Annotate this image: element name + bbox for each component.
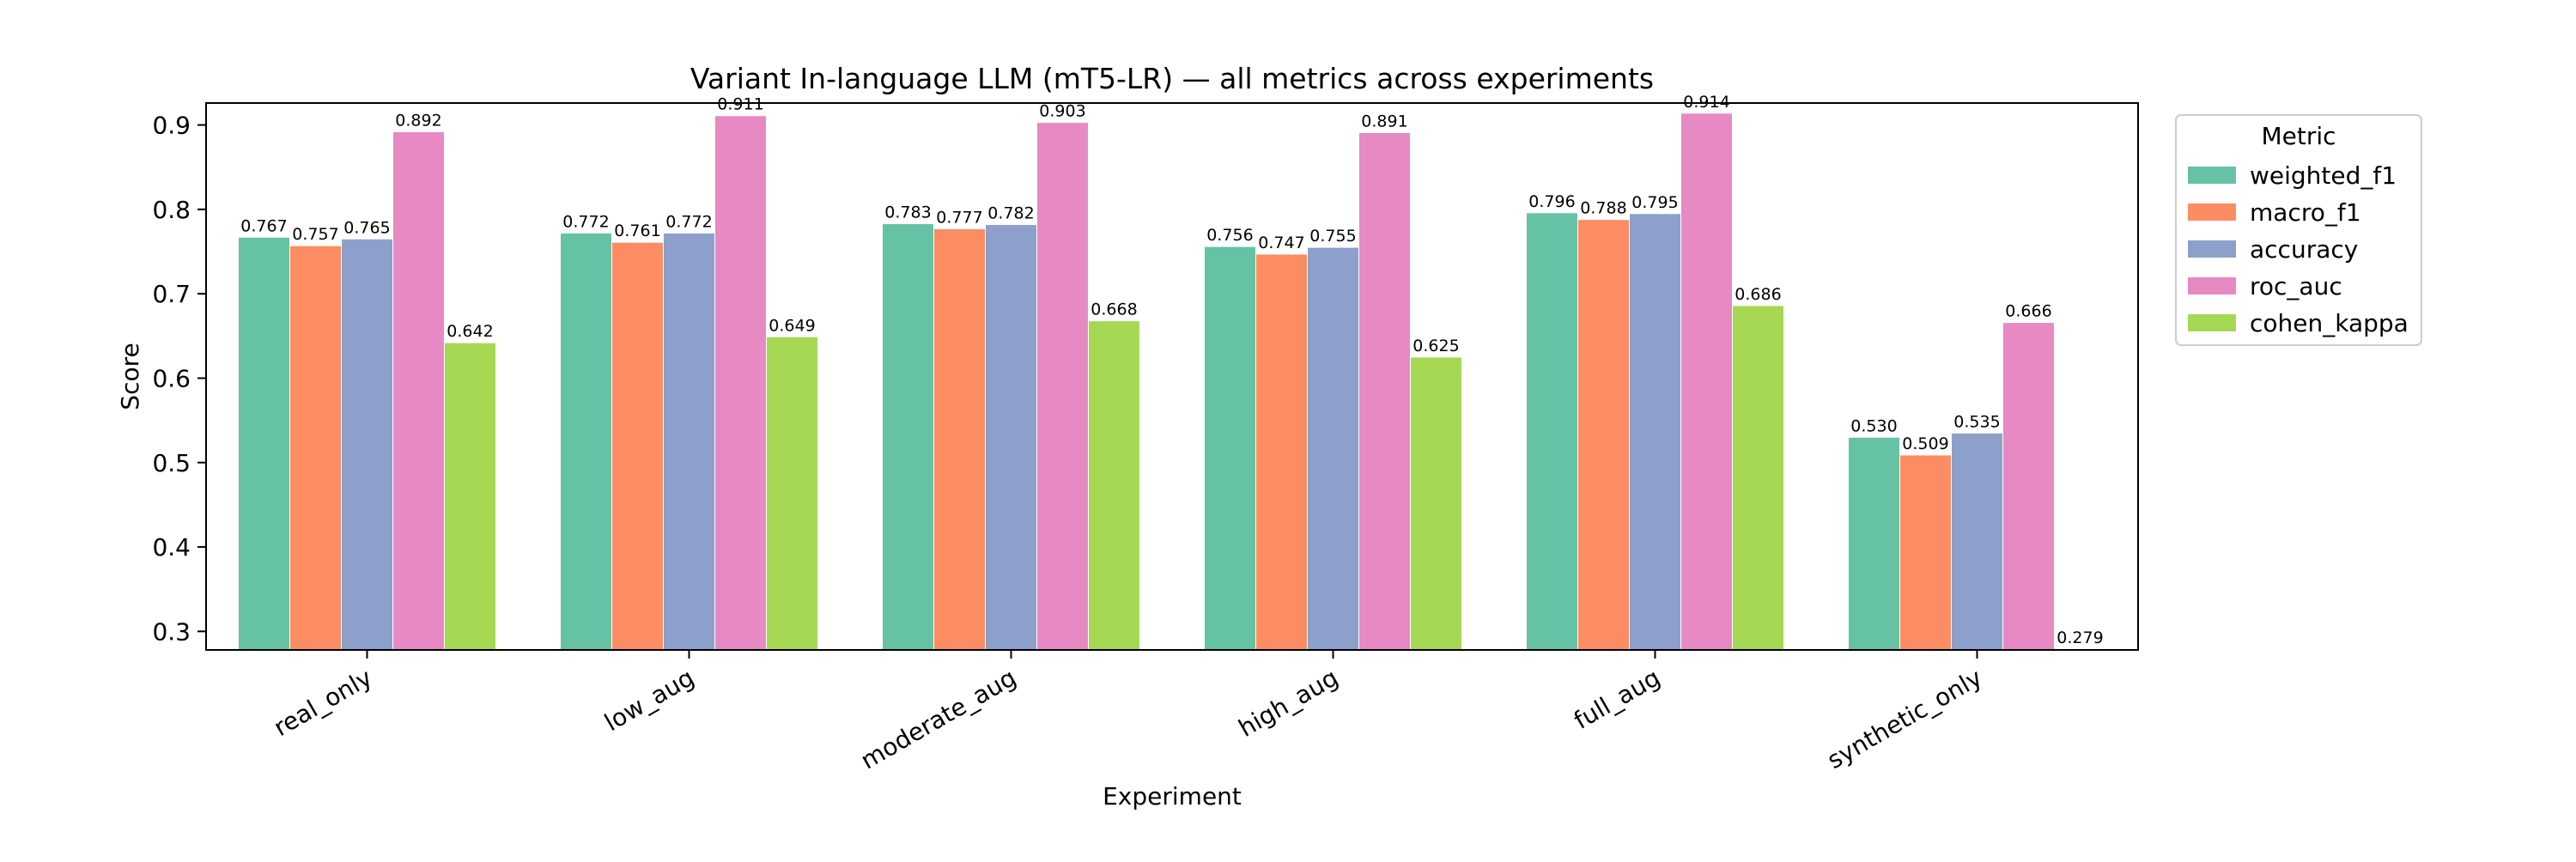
bar-value-label: 0.796: [1528, 192, 1575, 211]
bar-value-label: 0.782: [987, 204, 1034, 223]
bar-cohen_kappa-full_aug: [1732, 305, 1784, 651]
y-axis: 0.3 0.4 0.5 0.6 0.7 0.8 0.9: [152, 112, 206, 646]
x-tick-label: low_aug: [599, 663, 699, 737]
bar-value-label: 0.755: [1309, 227, 1356, 246]
legend-swatch-cohen_kappa: [2188, 314, 2236, 331]
bar-value-label: 0.625: [1413, 337, 1459, 355]
bar-macro_f1-synthetic_only: [1899, 454, 1952, 651]
bar-cohen_kappa-high_aug: [1410, 356, 1462, 651]
bars-group: [238, 112, 2106, 651]
y-tick-label: 0.7: [152, 280, 191, 308]
bar-value-label: 0.756: [1206, 226, 1253, 245]
bar-value-label: 0.772: [665, 212, 712, 231]
bar-value-label: 0.914: [1683, 93, 1729, 112]
bar-value-label: 0.509: [1902, 434, 1948, 453]
legend-swatch-weighted_f1: [2188, 167, 2236, 184]
bar-cohen_kappa-moderate_aug: [1088, 320, 1140, 651]
bar-accuracy-real_only: [341, 238, 393, 651]
bar-weighted_f1-moderate_aug: [882, 223, 934, 651]
bar-roc_auc-real_only: [392, 131, 445, 651]
bar-value-label: 0.535: [1953, 412, 2000, 431]
value-labels-group: 0.767 0.757 0.765 0.892 0.642 0.772 0.761 0.772…: [240, 93, 2103, 647]
bar-value-label: 0.795: [1631, 193, 1678, 212]
y-tick-label: 0.8: [152, 196, 191, 224]
x-axis-label: Experiment: [1103, 782, 1242, 810]
chart-title: Variant In-language LLM (mT5-LR) — all m…: [690, 62, 1654, 95]
legend-label-macro_f1: macro_f1: [2250, 198, 2361, 227]
bar-weighted_f1-real_only: [238, 236, 290, 651]
bar-roc_auc-high_aug: [1358, 131, 1411, 651]
legend-swatch-accuracy: [2188, 240, 2236, 258]
bar-value-label: 0.649: [769, 316, 815, 335]
x-tick-label: high_aug: [1234, 663, 1343, 742]
bar-value-label: 0.279: [2057, 628, 2103, 647]
bar-weighted_f1-synthetic_only: [1848, 436, 1900, 651]
bar-macro_f1-high_aug: [1255, 253, 1308, 651]
bar-roc_auc-low_aug: [714, 115, 767, 651]
x-tick-label: synthetic_only: [1822, 663, 1987, 774]
legend-label-accuracy: accuracy: [2250, 235, 2358, 264]
bar-roc_auc-moderate_aug: [1036, 122, 1089, 651]
bar-value-label: 0.686: [1735, 285, 1781, 304]
bar-value-label: 0.892: [395, 111, 441, 130]
bar-macro_f1-full_aug: [1577, 219, 1630, 651]
bar-value-label: 0.777: [936, 208, 982, 227]
legend-label-roc_auc: roc_auc: [2250, 272, 2342, 300]
bar-value-label: 0.668: [1091, 300, 1137, 319]
y-tick-label: 0.9: [152, 112, 191, 140]
bar-value-label: 0.642: [447, 322, 493, 341]
y-axis-label: Score: [116, 343, 144, 410]
bar-value-label: 0.783: [884, 203, 931, 222]
legend-title: Metric: [2261, 122, 2336, 150]
bar-macro_f1-low_aug: [611, 241, 664, 651]
bar-roc_auc-synthetic_only: [2002, 322, 2055, 651]
bar-value-label: 0.891: [1361, 112, 1407, 131]
legend-frame: [2175, 114, 2422, 346]
plot-frame: [205, 102, 2139, 651]
legend-swatch-roc_auc: [2188, 277, 2236, 294]
legend-label-weighted_f1: weighted_f1: [2250, 161, 2397, 190]
bar-weighted_f1-low_aug: [560, 232, 612, 651]
y-tick-label: 0.5: [152, 449, 191, 477]
bar-value-label: 0.530: [1850, 416, 1897, 435]
bar-macro_f1-moderate_aug: [933, 228, 986, 651]
bar-value-label: 0.666: [2005, 302, 2051, 321]
bar-accuracy-high_aug: [1307, 246, 1359, 651]
bar-cohen_kappa-real_only: [444, 342, 496, 651]
bar-value-label: 0.903: [1039, 102, 1085, 121]
bar-weighted_f1-high_aug: [1204, 246, 1256, 651]
x-axis: real_only low_aug moderate_aug high_aug full…: [269, 650, 1987, 775]
bar-macro_f1-real_only: [289, 245, 342, 651]
bar-accuracy-moderate_aug: [985, 224, 1037, 651]
bar-value-label: 0.765: [343, 218, 390, 237]
bar-weighted_f1-full_aug: [1526, 212, 1578, 651]
bar-value-label: 0.911: [717, 95, 763, 114]
y-tick-label: 0.6: [152, 364, 191, 392]
bar-value-label: 0.757: [292, 225, 338, 244]
y-tick-label: 0.3: [152, 617, 191, 646]
bar-accuracy-low_aug: [663, 232, 715, 651]
x-tick-label: real_only: [269, 663, 377, 742]
legend-label-cohen_kappa: cohen_kappa: [2250, 309, 2409, 337]
bar-accuracy-full_aug: [1629, 213, 1681, 651]
x-tick-label: full_aug: [1569, 663, 1665, 735]
bar-value-label: 0.788: [1580, 199, 1626, 218]
bar-cohen_kappa-low_aug: [766, 336, 818, 651]
legend: Metric weighted_f1 macro_f1 accuracy roc_au…: [2175, 114, 2422, 346]
bar-roc_auc-full_aug: [1680, 112, 1733, 651]
bar-accuracy-synthetic_only: [1951, 432, 2003, 651]
legend-swatch-macro_f1: [2188, 203, 2236, 221]
bar-value-label: 0.772: [562, 212, 609, 231]
bar-value-label: 0.767: [240, 216, 287, 235]
x-tick-label: moderate_aug: [856, 663, 1021, 774]
bar-value-label: 0.761: [614, 222, 660, 240]
y-tick-label: 0.4: [152, 533, 191, 562]
bar-value-label: 0.747: [1258, 234, 1304, 252]
